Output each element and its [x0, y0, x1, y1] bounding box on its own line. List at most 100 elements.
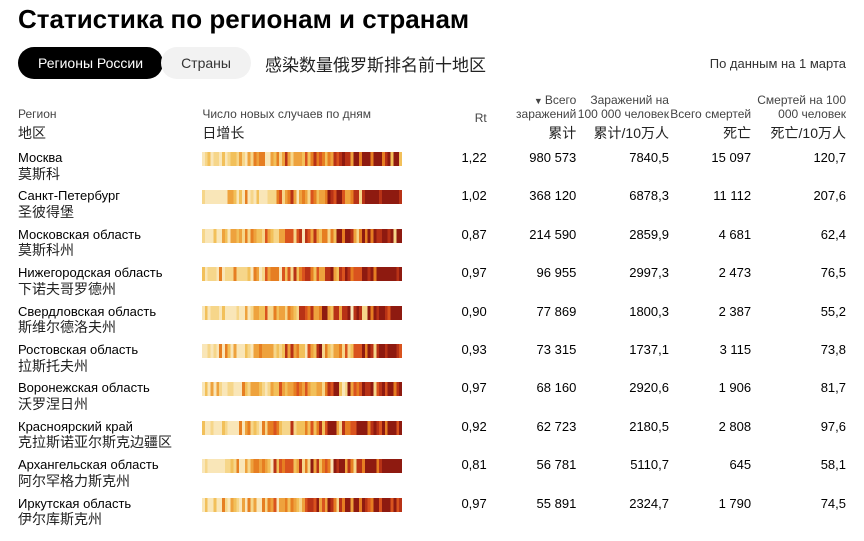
- col-per100k[interactable]: Заражений на 100 000 человек 累计/10万人: [576, 93, 669, 147]
- cell-per100k: 1800,3: [576, 301, 669, 339]
- cell-heatstrip: [202, 416, 428, 454]
- cell-heatstrip: [202, 185, 428, 223]
- table-row[interactable]: Москва 莫斯科 1,22 980 573 7840,5 15 097 12…: [18, 147, 846, 185]
- cell-region: Ростовская область 拉斯托夫州: [18, 339, 202, 377]
- cell-dper100k: 81,7: [751, 377, 846, 415]
- table-row[interactable]: Санкт-Петербург 圣彼得堡 1,02 368 120 6878,3…: [18, 185, 846, 223]
- cell-region: Архангельская область 阿尔罕格力斯克州: [18, 454, 202, 492]
- cell-deaths: 3 115: [669, 339, 751, 377]
- cell-heatstrip: [202, 339, 428, 377]
- cell-deaths: 2 808: [669, 416, 751, 454]
- cell-heatstrip: [202, 377, 428, 415]
- col-region-ru: Регион: [18, 107, 57, 121]
- sort-caret-icon: ▼: [534, 96, 543, 106]
- cell-total: 980 573: [487, 147, 577, 185]
- table-row[interactable]: Воронежская область 沃罗涅日州 0,97 68 160 29…: [18, 377, 846, 415]
- cell-total: 73 315: [487, 339, 577, 377]
- col-newcases[interactable]: Число новых случаев по дням 日增长: [202, 93, 428, 147]
- cell-deaths: 15 097: [669, 147, 751, 185]
- cell-rt: 1,02: [429, 185, 487, 223]
- cell-region: Иркутская область 伊尔库斯克州: [18, 493, 202, 531]
- cell-per100k: 2859,9: [576, 224, 669, 262]
- region-name-cn: 伊尔库斯克州: [18, 511, 202, 528]
- region-name-cn: 莫斯科州: [18, 242, 202, 259]
- cell-total: 214 590: [487, 224, 577, 262]
- region-name-ru: Воронежская область: [18, 380, 202, 396]
- col-total-cn: 累计: [487, 123, 577, 143]
- cell-dper100k: 207,6: [751, 185, 846, 223]
- table-row[interactable]: Московская область 莫斯科州 0,87 214 590 285…: [18, 224, 846, 262]
- tab-regions[interactable]: Регионы России: [18, 47, 163, 79]
- cell-heatstrip: [202, 262, 428, 300]
- region-name-ru: Иркутская область: [18, 496, 202, 512]
- col-deaths[interactable]: Всего смертей 死亡: [669, 93, 751, 147]
- cell-deaths: 2 387: [669, 301, 751, 339]
- table-row[interactable]: Красноярский край 克拉斯诺亚尔斯克边疆区 0,92 62 72…: [18, 416, 846, 454]
- cell-deaths: 1 906: [669, 377, 751, 415]
- cell-dper100k: 97,6: [751, 416, 846, 454]
- region-name-ru: Ростовская область: [18, 342, 202, 358]
- col-dper100k-ru: Смертей на 100 000 человек: [757, 93, 846, 121]
- region-name-cn: 斯维尔德洛夫州: [18, 319, 202, 336]
- region-name-cn: 圣彼得堡: [18, 204, 202, 221]
- cell-total: 62 723: [487, 416, 577, 454]
- cell-region: Санкт-Петербург 圣彼得堡: [18, 185, 202, 223]
- subtitle-cn: 感染数量俄罗斯排名前十地区: [265, 51, 486, 76]
- cell-rt: 0,81: [429, 454, 487, 492]
- cell-rt: 0,87: [429, 224, 487, 262]
- cell-region: Москва 莫斯科: [18, 147, 202, 185]
- table-row[interactable]: Иркутская область 伊尔库斯克州 0,97 55 891 232…: [18, 493, 846, 531]
- tabs-row: Регионы России Страны 感染数量俄罗斯排名前十地区 По д…: [18, 47, 846, 79]
- table-row[interactable]: Нижегородская область 下诺夫哥罗德州 0,97 96 95…: [18, 262, 846, 300]
- table-row[interactable]: Ростовская область 拉斯托夫州 0,93 73 315 173…: [18, 339, 846, 377]
- cell-per100k: 2324,7: [576, 493, 669, 531]
- cell-total: 77 869: [487, 301, 577, 339]
- cell-total: 55 891: [487, 493, 577, 531]
- cell-region: Московская область 莫斯科州: [18, 224, 202, 262]
- tab-countries[interactable]: Страны: [161, 47, 251, 79]
- cell-rt: 0,90: [429, 301, 487, 339]
- cell-heatstrip: [202, 147, 428, 185]
- cell-dper100k: 62,4: [751, 224, 846, 262]
- col-rt-label: Rt: [475, 111, 487, 125]
- col-per100k-cn: 累计/10万人: [576, 123, 669, 143]
- col-deaths-cn: 死亡: [669, 123, 751, 143]
- cell-dper100k: 76,5: [751, 262, 846, 300]
- cell-per100k: 2180,5: [576, 416, 669, 454]
- col-rt[interactable]: Rt: [429, 93, 487, 147]
- region-name-ru: Санкт-Петербург: [18, 188, 202, 204]
- cell-rt: 0,92: [429, 416, 487, 454]
- cell-per100k: 7840,5: [576, 147, 669, 185]
- table-row[interactable]: Свердловская область 斯维尔德洛夫州 0,90 77 869…: [18, 301, 846, 339]
- as-of-label: По данным на 1 марта: [710, 56, 846, 71]
- cell-region: Свердловская область 斯维尔德洛夫州: [18, 301, 202, 339]
- cell-total: 56 781: [487, 454, 577, 492]
- region-name-cn: 阿尔罕格力斯克州: [18, 473, 202, 490]
- cell-total: 96 955: [487, 262, 577, 300]
- region-name-ru: Москва: [18, 150, 202, 166]
- cell-deaths: 1 790: [669, 493, 751, 531]
- region-name-ru: Красноярский край: [18, 419, 202, 435]
- col-region-cn: 地区: [18, 123, 202, 143]
- cell-per100k: 6878,3: [576, 185, 669, 223]
- col-per100k-ru: Заражений на 100 000 человек: [578, 93, 669, 121]
- cell-deaths: 645: [669, 454, 751, 492]
- cell-rt: 0,93: [429, 339, 487, 377]
- region-name-ru: Архангельская область: [18, 457, 202, 473]
- col-total[interactable]: ▼Всего заражений 累计: [487, 93, 577, 147]
- cell-per100k: 2920,6: [576, 377, 669, 415]
- cell-dper100k: 120,7: [751, 147, 846, 185]
- page-title: Статистика по регионам и странам: [18, 4, 846, 35]
- region-name-cn: 克拉斯诺亚尔斯克边疆区: [18, 434, 202, 451]
- cell-dper100k: 58,1: [751, 454, 846, 492]
- table-row[interactable]: Архангельская область 阿尔罕格力斯克州 0,81 56 7…: [18, 454, 846, 492]
- cell-total: 368 120: [487, 185, 577, 223]
- cell-region: Красноярский край 克拉斯诺亚尔斯克边疆区: [18, 416, 202, 454]
- col-newcases-cn: 日增长: [202, 123, 428, 143]
- cell-rt: 1,22: [429, 147, 487, 185]
- col-dper100k-cn: 死亡/10万人: [751, 123, 846, 143]
- col-dper100k[interactable]: Смертей на 100 000 человек 死亡/10万人: [751, 93, 846, 147]
- cell-region: Нижегородская область 下诺夫哥罗德州: [18, 262, 202, 300]
- col-region[interactable]: Регион 地区: [18, 93, 202, 147]
- region-name-cn: 拉斯托夫州: [18, 358, 202, 375]
